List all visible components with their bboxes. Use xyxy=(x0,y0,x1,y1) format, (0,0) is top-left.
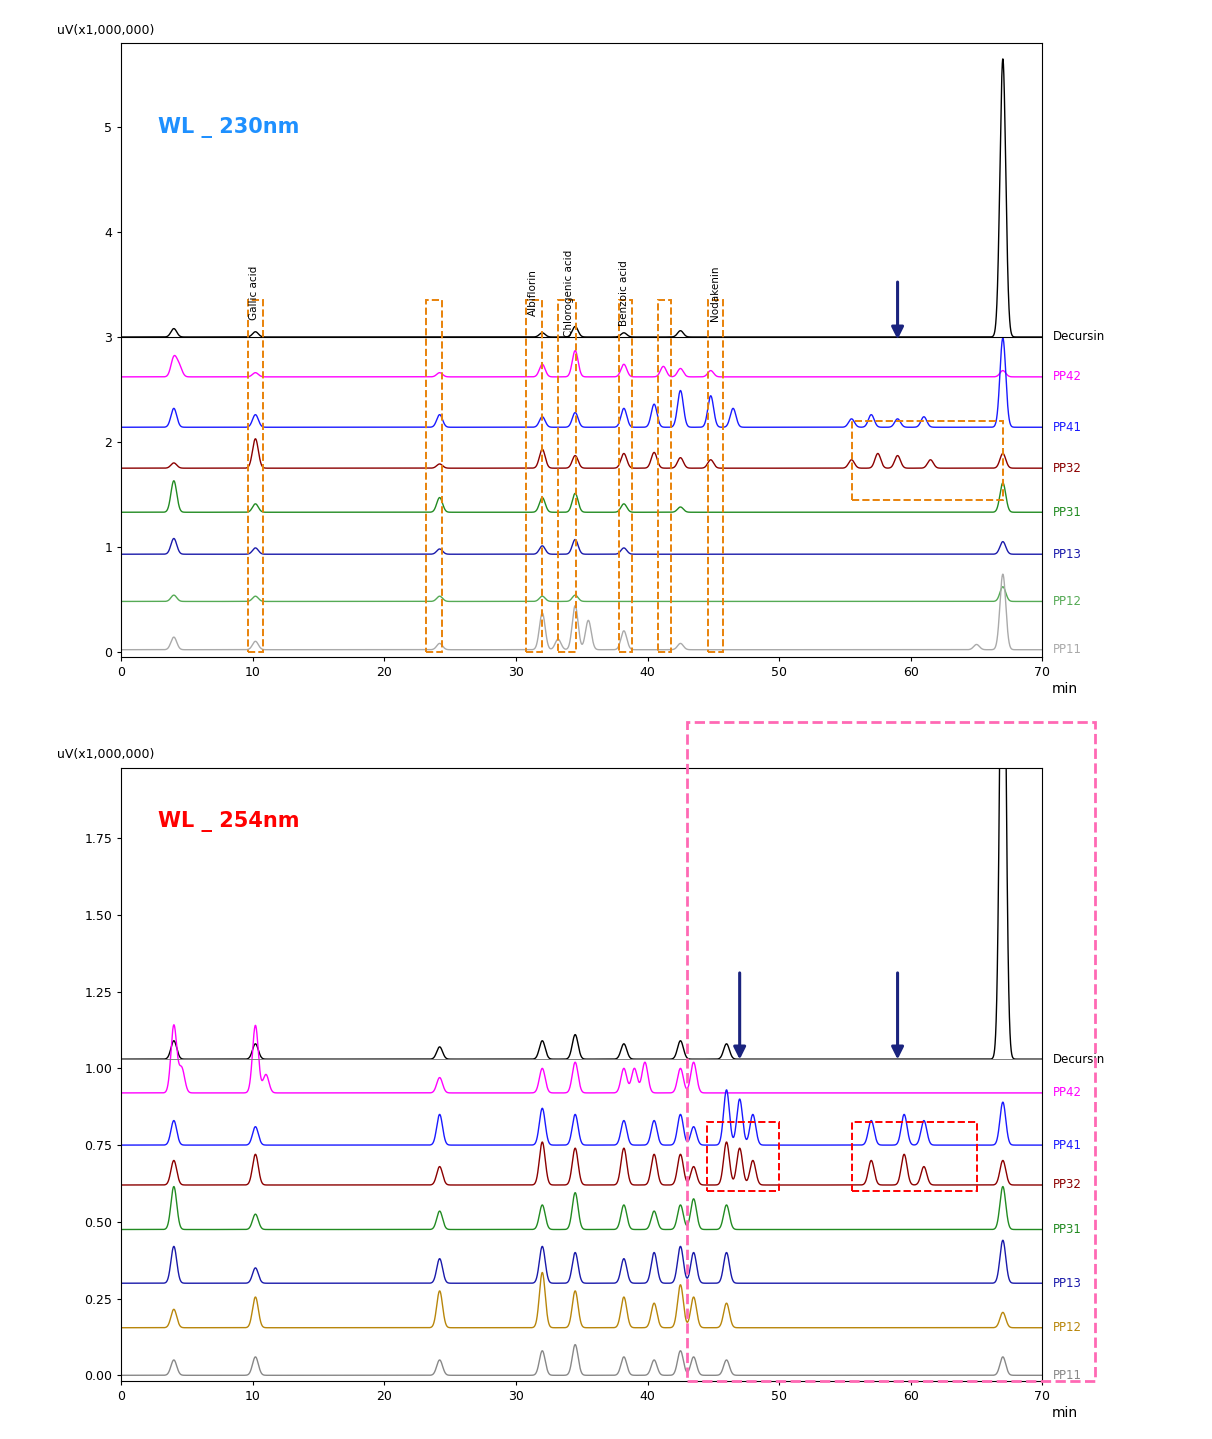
Text: uV(x1,000,000): uV(x1,000,000) xyxy=(57,748,154,761)
Text: PP13: PP13 xyxy=(1053,548,1082,561)
Text: PP42: PP42 xyxy=(1053,1086,1082,1099)
Bar xyxy=(526,301,542,652)
Bar xyxy=(247,301,263,652)
Text: Nodakenin: Nodakenin xyxy=(710,265,720,321)
Text: PP31: PP31 xyxy=(1053,505,1082,518)
Text: min: min xyxy=(1052,682,1077,695)
Text: Chlorogenic acid: Chlorogenic acid xyxy=(564,249,573,337)
Text: Benzoic acid: Benzoic acid xyxy=(619,260,629,325)
Bar xyxy=(427,301,442,652)
Text: PP42: PP42 xyxy=(1053,370,1082,383)
Bar xyxy=(558,301,577,652)
Bar xyxy=(707,1122,779,1191)
Text: Decursin: Decursin xyxy=(1053,331,1105,344)
Text: PP31: PP31 xyxy=(1053,1223,1082,1236)
Bar xyxy=(658,301,671,652)
Bar xyxy=(852,1122,977,1191)
Bar xyxy=(852,422,1002,499)
Text: PP12: PP12 xyxy=(1053,1321,1082,1334)
Text: Decursin: Decursin xyxy=(1053,1053,1105,1066)
Bar xyxy=(618,301,631,652)
Text: Gallic acid: Gallic acid xyxy=(250,266,259,319)
Text: WL _ 230nm: WL _ 230nm xyxy=(158,117,299,138)
Text: PP11: PP11 xyxy=(1053,1368,1082,1381)
Bar xyxy=(687,721,1094,1381)
Text: WL _ 254nm: WL _ 254nm xyxy=(158,810,299,832)
Bar xyxy=(708,301,722,652)
Text: PP13: PP13 xyxy=(1053,1276,1082,1289)
Text: PP41: PP41 xyxy=(1053,1138,1082,1151)
Text: Albiflorin: Albiflorin xyxy=(528,269,538,317)
Text: uV(x1,000,000): uV(x1,000,000) xyxy=(57,24,154,37)
Text: PP32: PP32 xyxy=(1053,1179,1082,1191)
Text: PP32: PP32 xyxy=(1053,462,1082,475)
Text: PP12: PP12 xyxy=(1053,594,1082,607)
Text: min: min xyxy=(1052,1406,1077,1420)
Text: PP41: PP41 xyxy=(1053,420,1082,433)
Text: PP11: PP11 xyxy=(1053,643,1082,656)
